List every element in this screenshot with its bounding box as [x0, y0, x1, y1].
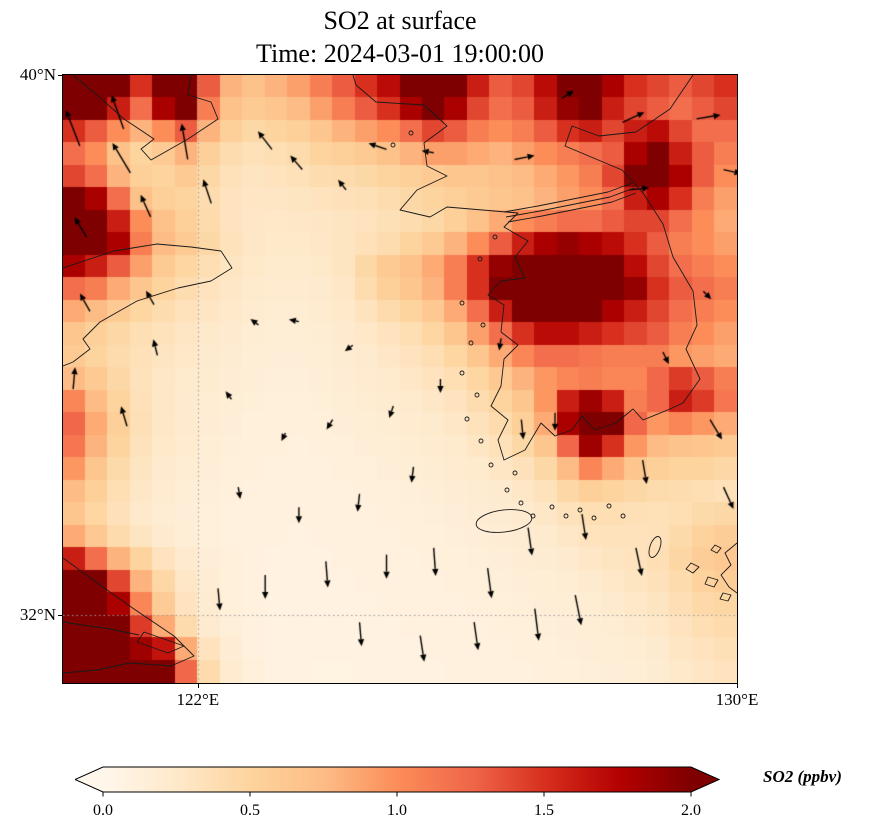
colorbar-tick-label: 0.5	[240, 802, 260, 819]
x-tick-label: 122°E	[176, 690, 220, 709]
x-tick-mark	[737, 684, 738, 688]
x-tick-mark	[197, 684, 199, 688]
colorbar-tick-label: 0.0	[93, 802, 113, 819]
plot-title-line2: Time: 2024-03-01 19:00:00	[256, 39, 544, 68]
x-tick-label: 130°E	[715, 690, 759, 709]
y-tick-mark	[58, 615, 62, 617]
colorbar-tick-label: 2.0	[681, 802, 701, 819]
colorbar-gradient	[75, 766, 720, 797]
colorbar-tick-marks	[102, 792, 692, 797]
colorbar-body	[103, 767, 691, 792]
colorbar-tick-label: 1.0	[387, 802, 407, 819]
colorbar: 0.0 0.5 1.0 1.5 2.0	[75, 766, 720, 826]
y-tick-mark	[58, 75, 62, 76]
plot-title: SO2 at surface Time: 2024-03-01 19:00:00	[63, 4, 737, 70]
map-panel	[62, 74, 738, 684]
colorbar-label: SO2 (ppbv)	[763, 767, 842, 786]
colorbar-tick-label: 1.5	[534, 802, 554, 819]
y-tick-label: 32°N	[19, 605, 56, 625]
y-tick-label: 40°N	[19, 65, 56, 84]
heatmap-canvas	[63, 75, 737, 683]
colorbar-extend-max	[691, 767, 719, 792]
plot-title-line1: SO2 at surface	[323, 6, 477, 35]
colorbar-extend-min	[75, 767, 103, 792]
